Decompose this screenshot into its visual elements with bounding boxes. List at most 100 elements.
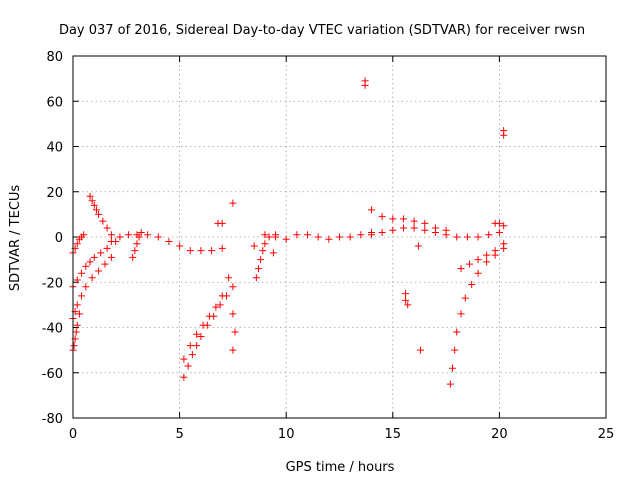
data-point: [442, 231, 450, 239]
data-point: [336, 233, 343, 241]
data-point: [229, 283, 237, 291]
data-point: [180, 373, 188, 381]
data-points: [69, 77, 508, 388]
data-point: [457, 265, 465, 273]
data-point: [197, 333, 205, 341]
data-point: [184, 362, 192, 370]
data-point: [78, 292, 86, 300]
series-arc-rise-1: [129, 228, 145, 261]
series-arc-rise-3: [180, 274, 233, 363]
series-cluster-15-6: [402, 242, 425, 354]
series-arc-late-upper: [491, 219, 508, 230]
data-point: [205, 312, 213, 320]
series-arc-early-upper: [69, 244, 111, 291]
data-point: [367, 231, 375, 239]
data-point: [193, 330, 201, 338]
data-point: [165, 238, 173, 246]
series-arc-main-4: [367, 224, 503, 241]
series-isolated: [250, 77, 369, 257]
data-point: [99, 217, 107, 225]
data-point: [417, 346, 425, 354]
data-point: [495, 228, 503, 236]
data-point: [485, 231, 493, 239]
data-point: [453, 328, 461, 336]
data-point: [92, 206, 100, 214]
data-point: [103, 224, 111, 232]
data-point: [457, 310, 465, 318]
data-point: [325, 235, 333, 243]
data-point: [378, 228, 386, 236]
data-point: [367, 206, 375, 214]
axis-ticks: 0 5 10 15 20 25 -80 -60 -40 -20 0 20 40 60 80: [42, 50, 615, 442]
data-point: [463, 233, 471, 241]
series-arc-early-mid: [69, 231, 88, 257]
data-point: [448, 364, 456, 372]
data-point: [218, 244, 226, 252]
y-tick-label: 60: [46, 95, 63, 110]
data-point: [259, 247, 267, 255]
data-point: [95, 267, 103, 275]
data-point: [101, 260, 109, 268]
data-point: [500, 240, 508, 248]
data-point: [357, 231, 365, 239]
data-point: [500, 222, 508, 230]
data-point: [107, 238, 115, 246]
data-point: [466, 260, 474, 268]
data-point: [410, 224, 418, 232]
data-point: [378, 213, 386, 221]
series-arc-main-3: [367, 206, 450, 234]
y-axis-label: SDTVAR / TECUs: [8, 185, 23, 292]
data-point: [216, 301, 224, 309]
data-point: [116, 233, 124, 241]
series-cluster-7-5: [214, 199, 239, 354]
data-point: [229, 199, 237, 207]
data-point: [90, 201, 98, 209]
data-point: [361, 81, 369, 89]
data-point: [474, 256, 482, 264]
y-tick-label: 20: [46, 186, 63, 201]
series-arc-early-drop: [69, 310, 83, 354]
data-point: [86, 258, 94, 266]
data-point: [193, 342, 201, 350]
data-point: [389, 226, 397, 234]
data-point: [446, 380, 454, 388]
data-point: [73, 276, 81, 284]
data-point: [73, 321, 81, 329]
data-point: [107, 253, 115, 261]
data-point: [212, 303, 220, 311]
data-point: [197, 247, 205, 255]
x-tick-label: 5: [175, 427, 183, 442]
data-point: [293, 231, 301, 239]
data-point: [72, 328, 80, 336]
data-point: [80, 231, 88, 239]
data-point: [257, 256, 265, 264]
data-point: [304, 231, 312, 239]
y-tick-label: -20: [42, 276, 63, 291]
data-point: [73, 240, 81, 248]
series-arc-main-1: [107, 231, 226, 255]
data-point: [282, 235, 290, 243]
y-tick-label: 40: [46, 141, 63, 156]
data-point: [218, 219, 226, 227]
data-point: [82, 262, 90, 270]
x-tick-label: 20: [491, 427, 508, 442]
data-point: [421, 226, 429, 234]
data-point: [225, 274, 233, 282]
data-point: [431, 228, 439, 236]
data-point: [461, 294, 469, 302]
data-point: [491, 247, 499, 255]
data-point: [468, 281, 476, 289]
data-point: [133, 240, 141, 248]
data-point: [231, 328, 239, 336]
data-point: [97, 249, 105, 257]
y-tick-label: 80: [46, 50, 63, 65]
data-point: [70, 342, 78, 350]
data-point: [176, 242, 184, 250]
data-point: [269, 249, 277, 257]
data-point: [75, 310, 83, 318]
data-point: [402, 296, 410, 304]
data-point: [107, 231, 115, 239]
data-point: [186, 342, 194, 350]
data-point: [451, 346, 459, 354]
series-arc-rise-2: [180, 283, 237, 381]
